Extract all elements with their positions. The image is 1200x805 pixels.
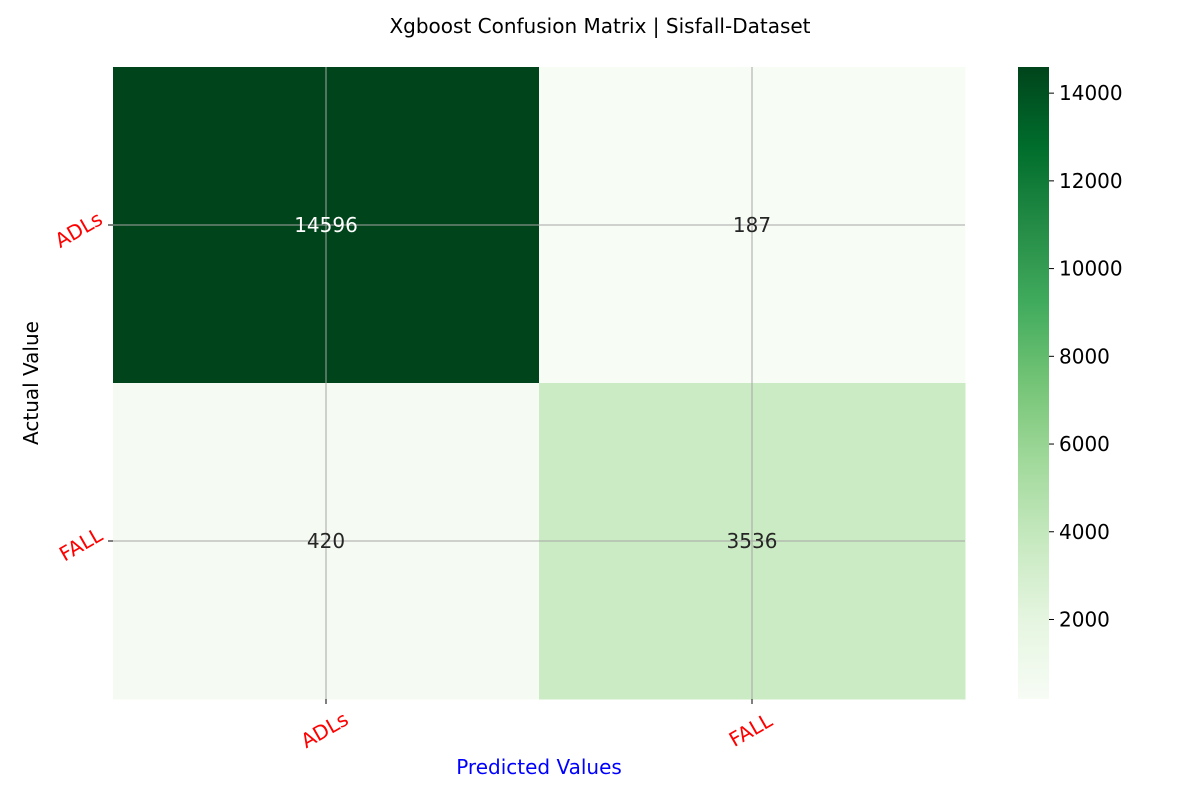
cell-value-label: 420 [307,529,345,553]
x-axis-ticks: ADLs FALL [297,699,777,753]
cell-value-labels: 14596 187 420 3536 [294,213,777,553]
x-tick-label-fall: FALL [725,708,777,752]
x-tick-label-adls: ADLs [297,707,353,753]
gridlines [113,67,965,699]
colorbar-tick-label: 10000 [1059,257,1123,281]
x-axis-label: Predicted Values [456,755,622,779]
cell-value-label: 3536 [727,529,778,553]
colorbar-tick-label: 2000 [1059,607,1110,631]
y-tick-label-adls: ADLs [51,207,107,253]
colorbar-tick-label: 6000 [1059,432,1110,456]
y-axis-ticks: ADLs FALL [51,207,113,566]
y-tick-label-fall: FALL [55,522,107,566]
heatmap-cells [113,67,966,700]
colorbar [1018,67,1049,699]
colorbar-tick-label: 8000 [1059,344,1110,368]
colorbar-tick-label: 14000 [1059,81,1123,105]
colorbar-tick-label: 4000 [1059,520,1110,544]
colorbar-ticks: 2000 4000 6000 8000 10000 12000 14000 [1049,81,1123,631]
y-axis-label: Actual Value [19,321,43,445]
chart-title: Xgboost Confusion Matrix | Sisfall-Datas… [389,14,810,38]
cell-value-label: 14596 [294,213,358,237]
colorbar-tick-label: 12000 [1059,169,1123,193]
cell-value-label: 187 [733,213,771,237]
